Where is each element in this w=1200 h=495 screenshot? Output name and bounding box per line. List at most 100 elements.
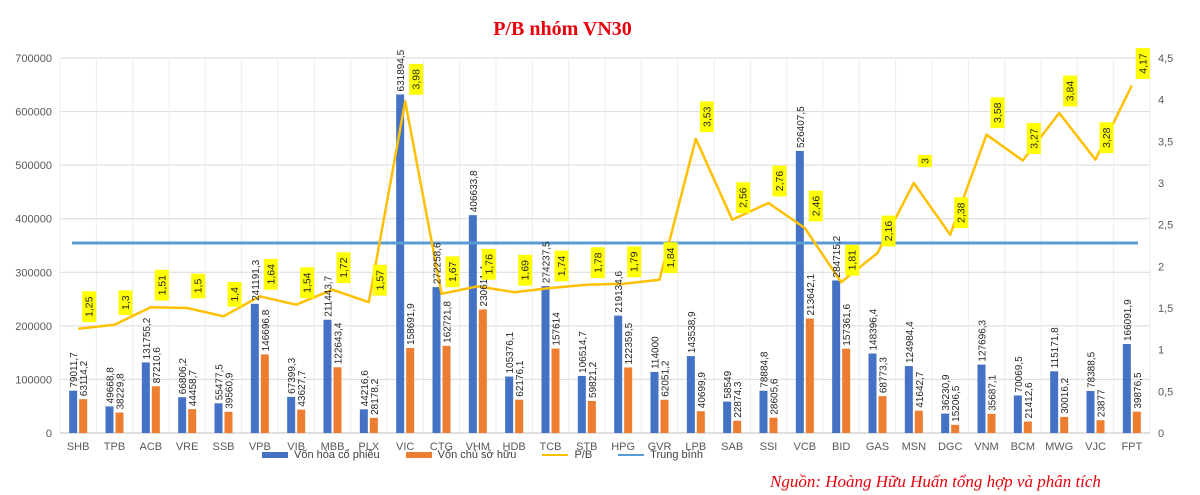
- data-label-equity: 157361,6: [842, 304, 853, 346]
- pb-label: 1,67: [445, 256, 460, 288]
- pb-label-box: [845, 244, 860, 276]
- x-tick-label: SAB: [721, 441, 743, 453]
- pb-label-text: 2,76: [774, 171, 786, 192]
- data-label-market-cap: 115171,8: [1050, 327, 1061, 368]
- bar-market-cap: [795, 150, 804, 434]
- legend-label: P/B: [574, 449, 593, 461]
- bar-market-cap: [686, 356, 695, 433]
- data-label-market-cap: 55477,5: [215, 364, 226, 401]
- x-tick-label: VNM: [974, 441, 998, 453]
- pb-label: 4,17: [1135, 48, 1150, 79]
- pb-label-text: 1,67: [447, 261, 459, 282]
- bar-market-cap: [759, 390, 768, 433]
- data-label-market-cap: 211443,7: [324, 275, 335, 316]
- pb-label: 1,5: [191, 273, 206, 299]
- bar-equity: [1023, 421, 1032, 433]
- x-tick-label: MSN: [902, 441, 927, 453]
- pb-label-text: 1,69: [520, 260, 532, 281]
- pb-label-text: 1,64: [265, 264, 277, 285]
- data-label-equity: 28178,2: [370, 378, 381, 415]
- y-left-tick-label: 300000: [15, 267, 52, 279]
- pb-label-box: [481, 248, 496, 280]
- data-label-equity: 62176,1: [515, 360, 526, 397]
- bar-equity: [515, 399, 524, 433]
- data-label-equity: 39560,9: [225, 372, 236, 409]
- data-label-equity: 30016,2: [1060, 377, 1071, 414]
- pb-label-box: [699, 101, 714, 133]
- legend-swatch: [618, 454, 645, 456]
- x-tick-label: BCM: [1011, 441, 1035, 453]
- bar-equity: [914, 410, 923, 433]
- y-right-tick-label: 4,5: [1158, 53, 1173, 65]
- pb-label: 1,72: [336, 252, 351, 284]
- pb-label-text: 2,46: [810, 196, 822, 217]
- y-right-tick-label: 2: [1158, 261, 1164, 273]
- pb-label-text: 3,84: [1065, 81, 1077, 102]
- pb-label-box: [590, 247, 605, 279]
- bar-equity: [878, 396, 887, 433]
- data-label-equity: 15206,5: [951, 385, 962, 422]
- legend-label: Vốn chủ sở hữu: [437, 449, 517, 461]
- data-label-equity: 28605,6: [770, 378, 781, 415]
- data-label-market-cap: 284715,2: [832, 235, 843, 277]
- bar-market-cap: [577, 375, 586, 433]
- pb-label-text: 1,72: [338, 257, 350, 278]
- data-label-market-cap: 272258,6: [433, 242, 444, 284]
- data-label-equity: 21412,6: [1024, 382, 1035, 419]
- bar-market-cap: [69, 390, 78, 433]
- legend-swatch: [262, 452, 288, 458]
- pb-label-box: [736, 182, 751, 214]
- bar-market-cap: [723, 401, 732, 433]
- x-tick-label: MBB: [321, 441, 345, 453]
- bar-market-cap: [614, 315, 623, 433]
- data-label-market-cap: 78884,8: [760, 351, 771, 388]
- data-label-market-cap: 219134,6: [614, 270, 625, 312]
- pb-label: 1,64: [263, 258, 278, 290]
- bar-market-cap: [178, 397, 187, 433]
- pb-label: 3,27: [1026, 123, 1041, 154]
- pb-label-box: [1099, 122, 1114, 154]
- x-tick-label: VRE: [176, 441, 199, 453]
- pb-label-box: [445, 256, 460, 288]
- chart-legend: Vốn hóa cổ phiếu Vốn chủ sở hữu P/B Trun…: [262, 446, 729, 464]
- data-label-equity: 63114,2: [79, 360, 90, 396]
- legend-label: Trung bình: [650, 449, 703, 461]
- x-tick-label: ACB: [140, 441, 163, 453]
- bar-equity: [478, 309, 487, 433]
- y-left-tick-label: 700000: [15, 53, 52, 65]
- legend-swatch: [405, 452, 432, 458]
- pb-label-text: 1,51: [156, 275, 168, 296]
- pb-label-text: 2,56: [738, 187, 750, 208]
- x-tick-label: TPB: [104, 441, 125, 453]
- bar-equity: [987, 413, 996, 433]
- pb-label-box: [990, 97, 1005, 129]
- x-tick-label: VCB: [794, 441, 817, 453]
- bar-market-cap: [832, 280, 841, 433]
- pb-label-box: [917, 154, 932, 168]
- data-label-equity: 44458,7: [188, 370, 199, 407]
- data-label-market-cap: 66806,2: [178, 358, 189, 395]
- pb-label: 1,51: [154, 269, 169, 301]
- pb-label-text: 1,25: [84, 296, 96, 317]
- data-label-market-cap: 274237,5: [542, 241, 553, 283]
- bar-equity: [1096, 420, 1105, 433]
- pb-label-box: [627, 246, 642, 278]
- bar-equity: [406, 347, 415, 433]
- pb-label-text: 1,74: [556, 256, 568, 277]
- pb-label: 1,76: [481, 248, 496, 280]
- pb-label-text: 1,3: [120, 295, 132, 310]
- x-tick-label: SSB: [212, 441, 234, 453]
- pb-label-text: 1,4: [229, 287, 241, 302]
- x-tick-label: MWG: [1045, 441, 1073, 453]
- data-label-market-cap: 70069,5: [1014, 356, 1025, 393]
- x-tick-label: HDB: [503, 441, 526, 453]
- pb-label-box: [336, 252, 351, 284]
- x-tick-label: VHM: [466, 441, 490, 453]
- bar-equity: [842, 348, 851, 433]
- x-tick-label: CTG: [430, 441, 453, 453]
- pb-label-box: [954, 197, 969, 229]
- data-label-equity: 157614: [552, 312, 563, 346]
- y-left-tick-label: 400000: [15, 214, 52, 226]
- legend-item-market-cap: Vốn hóa cổ phiếu: [262, 449, 380, 461]
- y-right-tick-label: 2,5: [1158, 220, 1173, 232]
